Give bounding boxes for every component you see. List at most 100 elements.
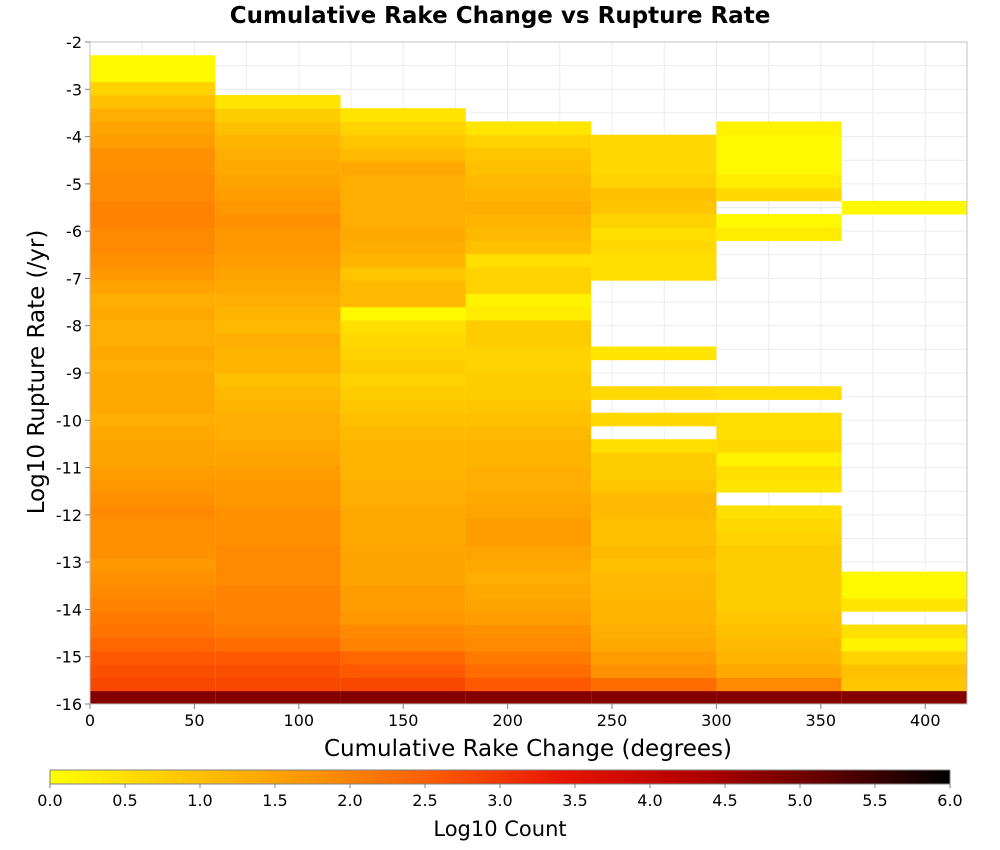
heatmap-cell	[716, 571, 842, 586]
colorbar-tick-label: 1.5	[262, 791, 287, 810]
heatmap-cell	[215, 545, 341, 559]
heatmap-cell	[465, 492, 592, 506]
heatmap-cell	[215, 492, 341, 506]
heatmap-cells	[90, 55, 967, 705]
heatmap-cell	[716, 214, 842, 228]
heatmap-cell	[465, 598, 592, 612]
x-tick-label: 150	[388, 711, 419, 730]
x-axis-ticks: 0 50 100 150 200 250 300 350 400	[85, 704, 941, 730]
y-tick-label: -10	[56, 411, 82, 430]
heatmap-cell	[215, 399, 341, 414]
y-tick-label: -2	[66, 33, 82, 52]
heatmap-cell	[90, 134, 216, 149]
heatmap-cell	[340, 147, 466, 162]
heatmap-cell	[340, 373, 466, 387]
heatmap-cell	[591, 598, 717, 612]
heatmap-cell	[215, 94, 341, 109]
heatmap-cell	[716, 505, 842, 520]
heatmap-cell	[465, 545, 592, 559]
heatmap-cell	[465, 518, 592, 533]
heatmap-cell	[215, 346, 341, 361]
heatmap-cell	[90, 439, 216, 453]
heatmap-cell	[465, 174, 592, 189]
heatmap-cell	[215, 531, 341, 546]
heatmap-cell	[340, 240, 466, 255]
chart-title: Cumulative Rake Change vs Rupture Rate	[230, 3, 771, 29]
heatmap-cell	[215, 624, 341, 639]
heatmap-cell	[716, 227, 842, 241]
heatmap-cell	[591, 267, 717, 281]
heatmap-cell	[90, 280, 216, 294]
heatmap-cell	[465, 147, 592, 162]
heatmap-cell	[591, 346, 717, 361]
heatmap-cell	[591, 545, 717, 559]
heatmap-cell	[90, 121, 216, 136]
heatmap-cell	[90, 677, 216, 692]
heatmap-cell	[591, 200, 717, 215]
heatmap-cell	[465, 425, 592, 440]
heatmap-cell	[90, 293, 216, 308]
heatmap-cell	[591, 505, 717, 520]
heatmap-cell	[340, 108, 466, 122]
heatmap-cell	[465, 280, 592, 294]
colorbar-ticks: 0.0 0.5 1.0 1.5 2.0 2.5 3.0 3.5 4.0 4.5 5.0 5.5 6.0	[37, 784, 963, 810]
heatmap-cell	[215, 571, 341, 586]
heatmap-cell	[90, 346, 216, 361]
heatmap-cell	[340, 161, 466, 175]
colorbar-tick-label: 5.5	[862, 791, 887, 810]
heatmap-cell	[90, 147, 216, 162]
heatmap-cell	[591, 637, 717, 652]
heatmap-cell	[90, 690, 216, 705]
heatmap-cell	[716, 147, 842, 162]
heatmap-cell	[591, 465, 717, 480]
heatmap-cell	[340, 267, 466, 281]
heatmap-cell	[215, 161, 341, 175]
heatmap-cell	[591, 558, 717, 572]
heatmap-cell	[90, 492, 216, 506]
heatmap-cell	[716, 439, 842, 453]
heatmap-cell	[465, 624, 592, 639]
heatmap-cell	[716, 121, 842, 136]
heatmap-cell	[90, 598, 216, 612]
colorbar-tick-label: 5.0	[787, 791, 812, 810]
heatmap-cell	[340, 134, 466, 149]
heatmap-cell	[340, 359, 466, 374]
heatmap-cell	[215, 465, 341, 480]
heatmap-cell	[465, 320, 592, 334]
heatmap-cell	[465, 664, 592, 678]
heatmap-cell	[90, 227, 216, 241]
heatmap-cell	[340, 664, 466, 678]
heatmap-cell	[716, 624, 842, 639]
heatmap-cell	[591, 478, 717, 493]
heatmap-cell	[340, 306, 466, 321]
x-tick-label: 250	[597, 711, 628, 730]
heatmap-cell	[90, 68, 216, 83]
heatmap-cell	[340, 584, 466, 599]
colorbar-tick-label: 0.0	[37, 791, 62, 810]
x-tick-label: 100	[284, 711, 315, 730]
colorbar-tick-label: 3.0	[487, 791, 512, 810]
y-tick-label: -6	[66, 222, 82, 241]
heatmap-cell	[90, 637, 216, 652]
colorbar-tick-label: 2.0	[337, 791, 362, 810]
heatmap-cell	[340, 677, 466, 692]
heatmap-cell	[465, 571, 592, 586]
heatmap-cell	[465, 637, 592, 652]
heatmap-cell	[90, 545, 216, 559]
heatmap-cell	[215, 386, 341, 400]
y-axis-ticks: -2 -3 -4 -5 -6 -7 -8 -9 -10 -11 -12 -13 -14 -15 -16	[56, 33, 90, 714]
heatmap-cell	[215, 637, 341, 652]
colorbar-tick-label: 4.5	[712, 791, 737, 810]
heatmap-cell	[90, 81, 216, 96]
y-tick-label: -11	[56, 459, 82, 478]
heatmap-cell	[215, 478, 341, 493]
heatmap-cell	[841, 664, 967, 678]
heatmap-cell	[841, 651, 967, 665]
heatmap-cell	[90, 373, 216, 387]
heatmap-cell	[215, 611, 341, 625]
heatmap-cell	[215, 412, 341, 427]
heatmap-cell	[465, 531, 592, 546]
heatmap-cell	[340, 333, 466, 347]
x-tick-label: 300	[701, 711, 732, 730]
